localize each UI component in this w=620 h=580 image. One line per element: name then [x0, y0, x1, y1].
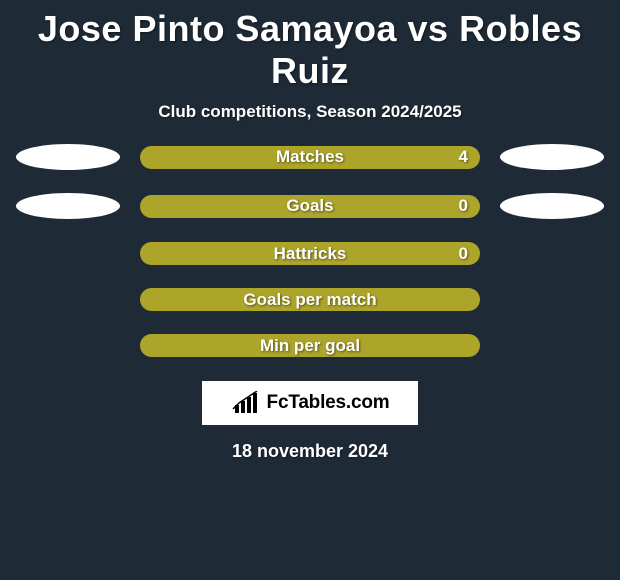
- stat-label: Goals per match: [243, 290, 376, 310]
- stat-value: 0: [459, 196, 468, 216]
- stat-row-goals: Goals 0: [0, 193, 620, 219]
- logo-text: FcTables.com: [267, 392, 390, 414]
- left-marker: [16, 193, 120, 219]
- stat-label: Goals: [286, 196, 333, 216]
- stat-row-mpg: Min per goal: [0, 334, 620, 357]
- stat-label: Matches: [276, 147, 344, 167]
- right-marker: [500, 193, 604, 219]
- chart-icon: [231, 391, 261, 415]
- stat-bar: Goals 0: [140, 195, 480, 218]
- date-text: 18 november 2024: [0, 441, 620, 462]
- right-marker: [500, 144, 604, 170]
- comparison-title: Jose Pinto Samayoa vs Robles Ruiz: [0, 0, 620, 96]
- stat-label: Min per goal: [260, 336, 360, 356]
- stat-bar: Matches 4: [140, 146, 480, 169]
- stat-value: 4: [459, 147, 468, 167]
- fctables-logo: FcTables.com: [202, 381, 418, 425]
- stat-row-matches: Matches 4: [0, 144, 620, 170]
- stat-value: 0: [459, 244, 468, 264]
- stat-row-hattricks: Hattricks 0: [0, 242, 620, 265]
- stat-rows: Matches 4 Goals 0 Hattricks 0 Goals per …: [0, 144, 620, 357]
- stat-bar: Min per goal: [140, 334, 480, 357]
- stat-bar: Hattricks 0: [140, 242, 480, 265]
- stat-row-gpm: Goals per match: [0, 288, 620, 311]
- stat-label: Hattricks: [274, 244, 347, 264]
- season-subtitle: Club competitions, Season 2024/2025: [0, 96, 620, 144]
- left-marker: [16, 144, 120, 170]
- stat-bar: Goals per match: [140, 288, 480, 311]
